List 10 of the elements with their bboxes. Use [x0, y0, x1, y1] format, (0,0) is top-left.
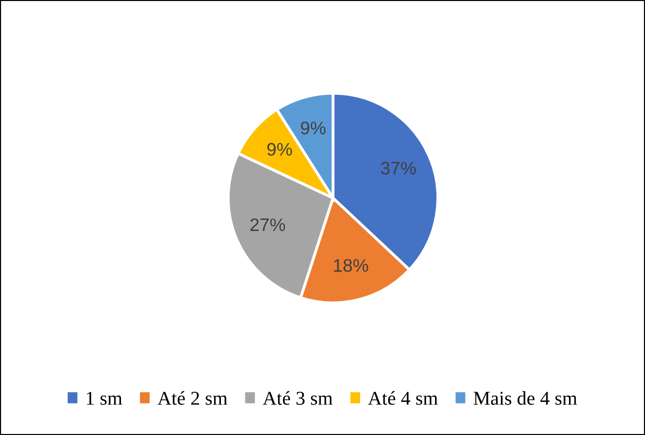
- legend-label: Até 4 sm: [368, 391, 438, 405]
- legend-label: Mais de 4 sm: [474, 391, 578, 405]
- data-label: 9%: [300, 122, 326, 134]
- data-label: 27%: [250, 218, 286, 232]
- data-label: 9%: [267, 142, 292, 156]
- legend-label: 1 sm: [86, 392, 122, 405]
- legend-label: Até 3 sm: [262, 391, 333, 405]
- data-label: 18%: [334, 259, 368, 272]
- legend-label: Até 2 sm: [158, 391, 228, 405]
- data-label: 37%: [381, 162, 416, 175]
